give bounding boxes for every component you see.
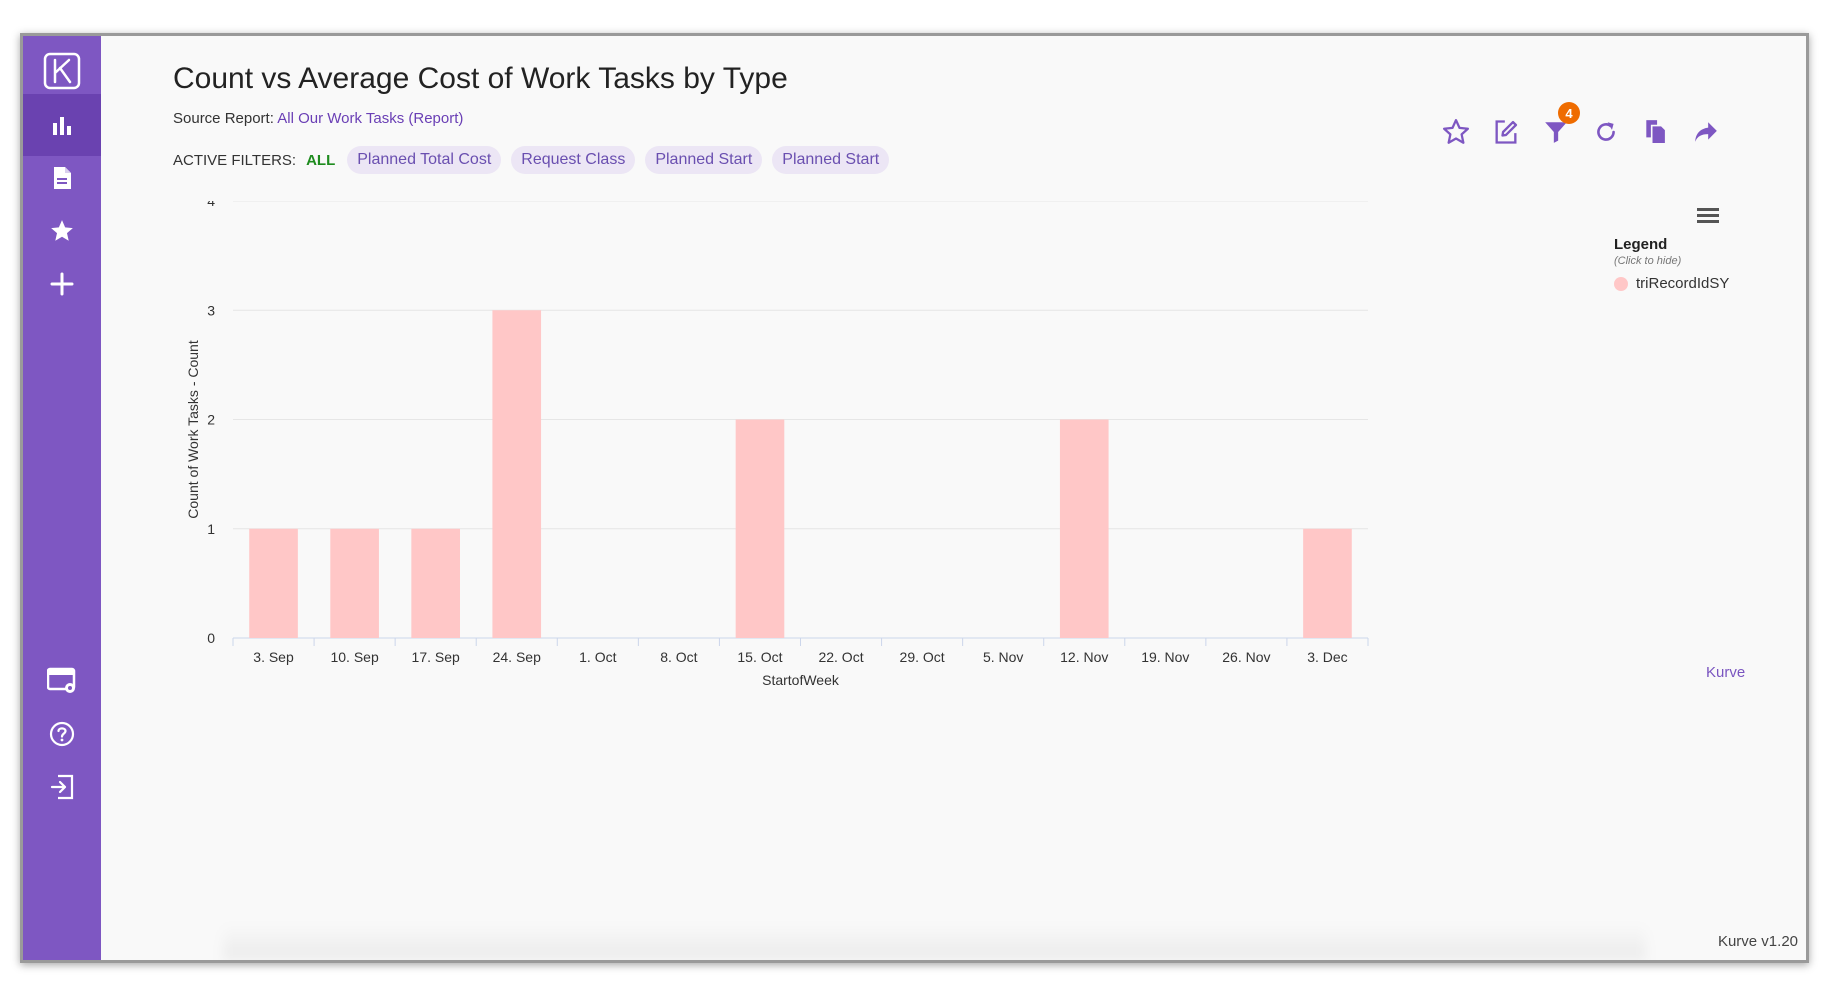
active-filters-label: ACTIVE FILTERS: xyxy=(173,151,297,169)
legend-swatch xyxy=(1614,276,1628,291)
y-axis-title: Count of Work Tasks - Count xyxy=(185,340,201,519)
legend-title: Legend xyxy=(1614,236,1668,253)
x-tick-label: 24. Sep xyxy=(493,649,541,665)
filter-chip-request-class[interactable]: Request Class xyxy=(511,146,636,174)
favorite-button[interactable] xyxy=(1436,112,1476,152)
x-tick-label: 3. Dec xyxy=(1307,649,1347,665)
legend-item[interactable]: triRecordIdSY xyxy=(1614,275,1764,292)
footer-shadow xyxy=(223,924,1646,960)
bar-chart: 0 1 2 3 4 3. Sep 10. Sep 17. Sep 24. Sep 1. Oct 8.… xyxy=(185,201,1369,688)
filter-button[interactable]: 4 xyxy=(1536,102,1580,152)
x-tick-label: 5. Nov xyxy=(983,649,1023,665)
filter-chip-planned-total-cost[interactable]: Planned Total Cost xyxy=(347,146,502,174)
bar xyxy=(1303,528,1352,638)
star-icon[interactable] xyxy=(23,200,101,262)
legend-hint: (Click to hide) xyxy=(1614,255,1682,267)
app-window: Count vs Average Cost of Work Tasks by T… xyxy=(20,33,1809,963)
bar-chart-icon[interactable] xyxy=(23,94,101,156)
star-icon xyxy=(1443,119,1469,144)
y-tick-label: 0 xyxy=(207,630,215,646)
document-icon[interactable] xyxy=(23,147,101,209)
y-tick-label: 1 xyxy=(207,521,215,537)
bar xyxy=(735,419,785,638)
x-axis-title: StartofWeek xyxy=(762,672,840,688)
share-icon xyxy=(1695,122,1717,142)
filter-all[interactable]: ALL xyxy=(306,151,336,169)
version-label: Kurve v1.20 xyxy=(1717,933,1798,950)
x-tick-label: 22. Oct xyxy=(818,649,863,665)
bar xyxy=(330,528,379,638)
legend-item-label: triRecordIdSY xyxy=(1636,275,1730,292)
bar xyxy=(1059,419,1109,638)
y-tick-label: 3 xyxy=(207,302,215,318)
x-tick-label: 15. Oct xyxy=(737,649,782,665)
copy-button[interactable] xyxy=(1636,112,1676,152)
bar xyxy=(249,528,298,638)
chart-legend: Legend (Click to hide) triRecordIdSY xyxy=(1614,236,1764,292)
active-filters: ACTIVE FILTERS: ALL Planned Total Cost R… xyxy=(173,146,890,174)
x-tick-label: 19. Nov xyxy=(1141,649,1189,665)
kurve-logo[interactable] xyxy=(23,40,101,102)
x-tick-label: 29. Oct xyxy=(900,649,945,665)
x-tick-label: 17. Sep xyxy=(412,649,460,665)
x-tick-label: 1. Oct xyxy=(579,649,616,665)
sidebar xyxy=(23,36,101,960)
source-report-link[interactable]: All Our Work Tasks (Report) xyxy=(277,110,464,127)
chart-menu-button[interactable] xyxy=(1690,200,1726,230)
bar xyxy=(492,310,542,638)
kurve-credit-link[interactable]: Kurve xyxy=(1706,664,1746,681)
share-button[interactable] xyxy=(1686,112,1726,152)
source-report: Source Report: All Our Work Tasks (Repor… xyxy=(173,110,463,127)
filter-icon xyxy=(1545,122,1567,143)
x-tick-label: 26. Nov xyxy=(1222,649,1270,665)
settings-window-icon[interactable] xyxy=(23,650,101,712)
edit-button[interactable] xyxy=(1486,112,1526,152)
x-tick-label: 8. Oct xyxy=(660,649,697,665)
refresh-button[interactable] xyxy=(1586,112,1626,152)
help-icon[interactable] xyxy=(23,703,101,765)
x-tick-label: 10. Sep xyxy=(330,649,378,665)
filter-count-badge: 4 xyxy=(1558,102,1580,124)
x-tick-label: 12. Nov xyxy=(1060,649,1108,665)
hamburger-icon xyxy=(1697,208,1719,223)
copy-icon xyxy=(1646,120,1667,145)
filter-chip-planned-start[interactable]: Planned Start xyxy=(645,146,763,174)
plus-icon[interactable] xyxy=(23,253,101,315)
y-tick-label: 2 xyxy=(207,412,215,428)
toolbar: 4 xyxy=(1436,102,1726,152)
filter-chip-planned-start-2[interactable]: Planned Start xyxy=(772,146,890,174)
source-report-label: Source Report: xyxy=(173,110,274,127)
page-title: Count vs Average Cost of Work Tasks by T… xyxy=(173,62,788,95)
x-tick-label: 3. Sep xyxy=(253,649,294,665)
edit-icon xyxy=(1495,120,1518,144)
y-tick-label: 4 xyxy=(207,201,215,209)
refresh-icon xyxy=(1597,122,1615,141)
bar xyxy=(411,528,460,638)
logout-icon[interactable] xyxy=(23,756,101,818)
